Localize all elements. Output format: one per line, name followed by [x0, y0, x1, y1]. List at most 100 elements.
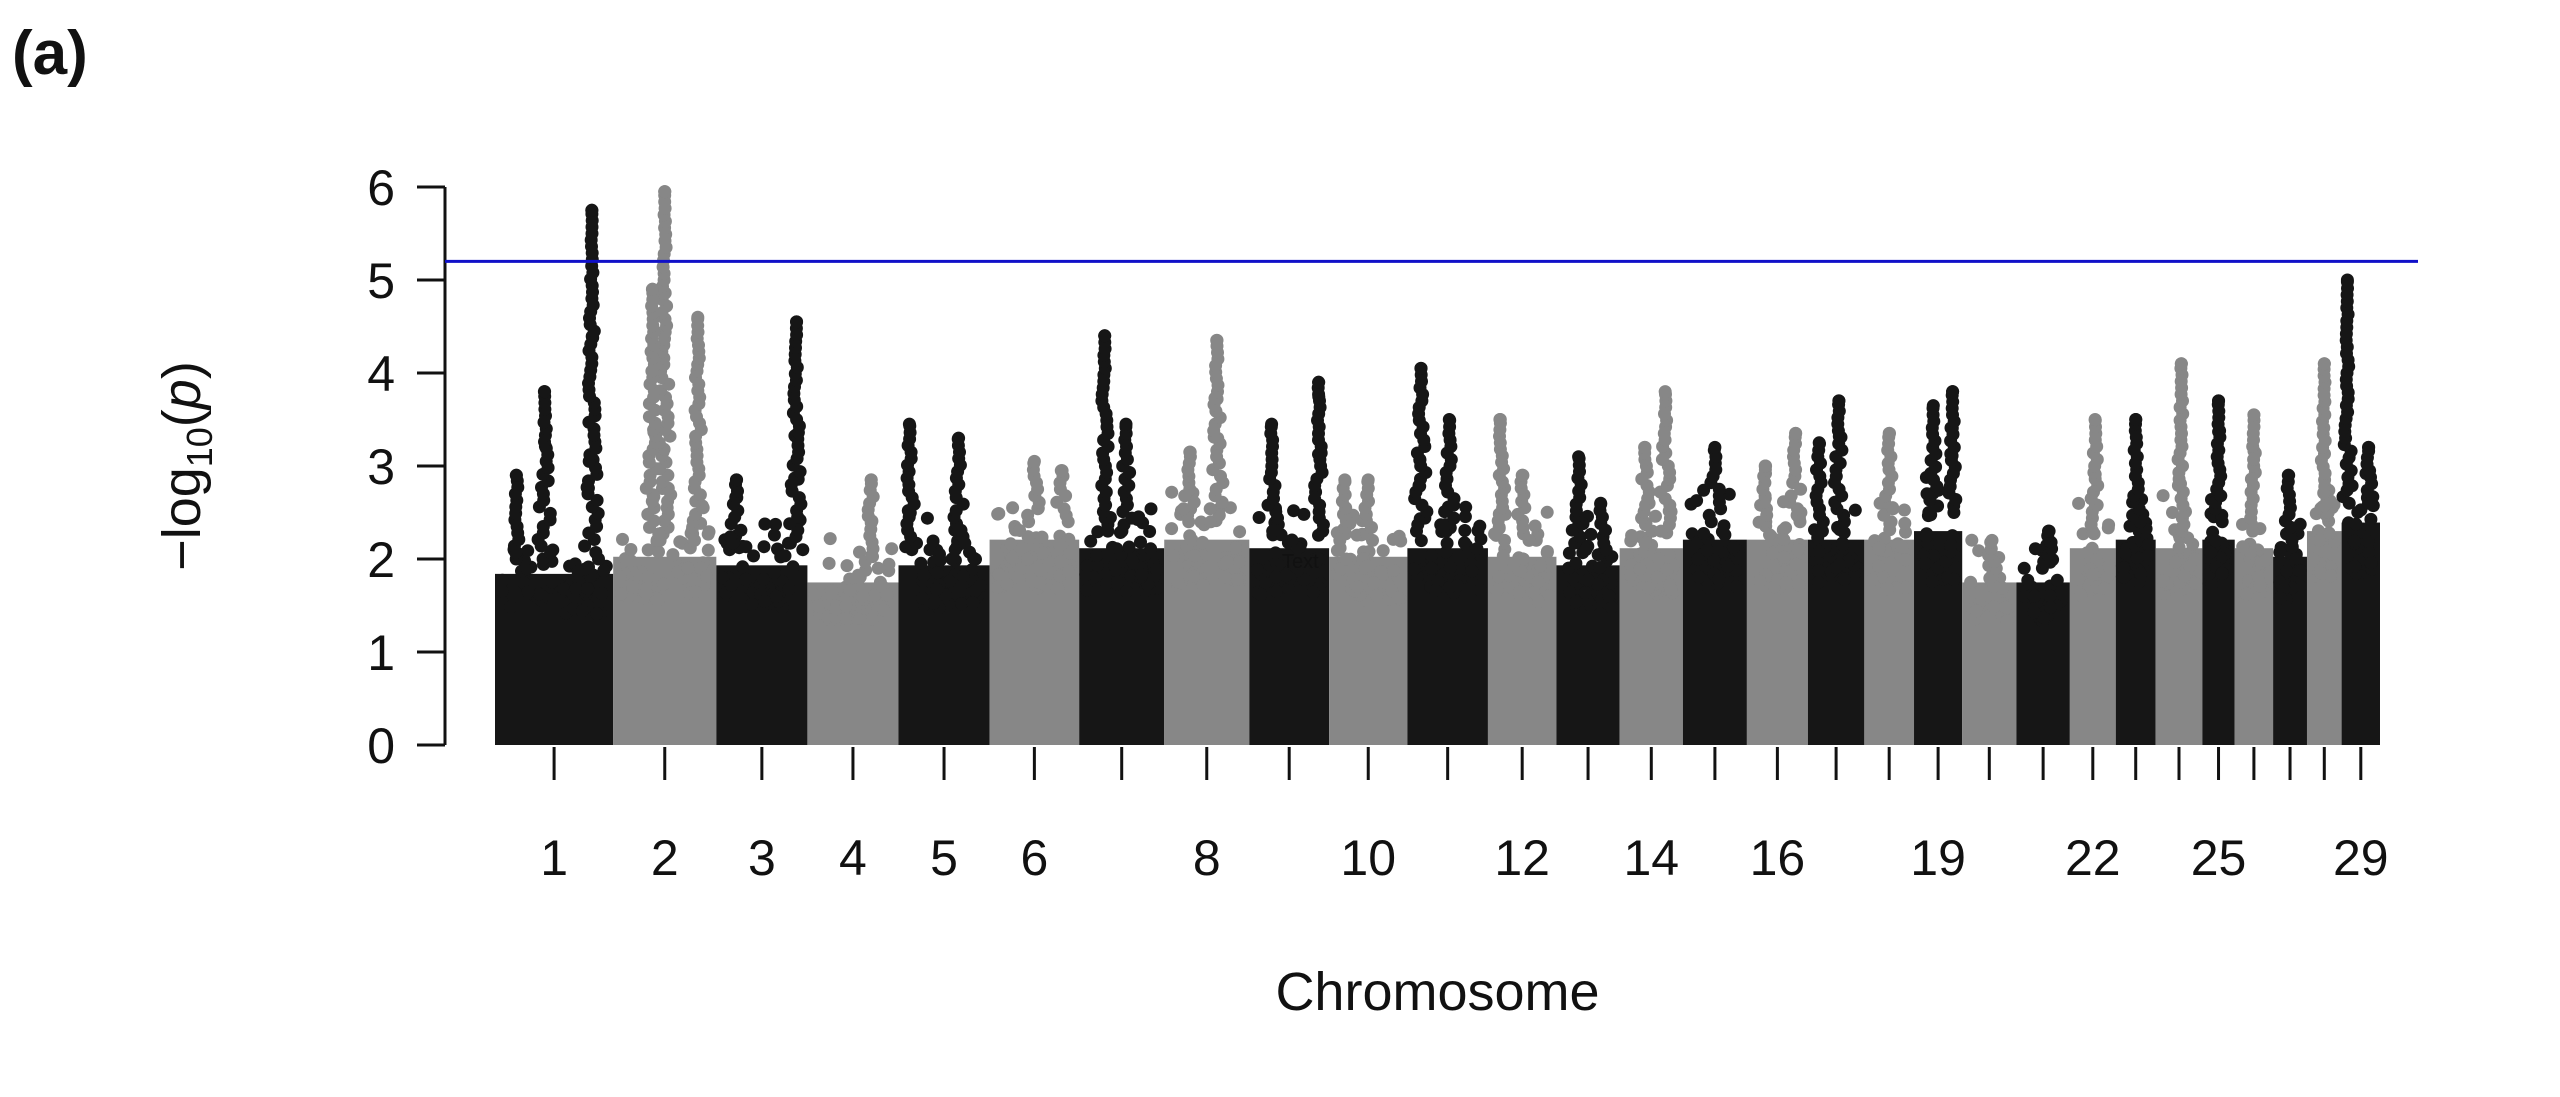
chromosome-5-points	[898, 417, 990, 745]
snp-point	[543, 506, 557, 520]
snp-point	[2169, 555, 2183, 569]
snp-point	[495, 584, 509, 598]
snp-point	[2071, 572, 2085, 586]
snp-point	[666, 548, 680, 562]
snp-point	[2312, 533, 2326, 547]
snp-point	[1361, 559, 1374, 573]
snp-point	[701, 527, 715, 541]
chromosome-3-points	[716, 315, 810, 745]
snp-point	[2314, 566, 2328, 580]
snp-point	[578, 539, 592, 553]
snp-point	[1865, 573, 1879, 587]
snp-point	[2028, 542, 2042, 556]
x-tick-label: 6	[1020, 830, 1048, 886]
snp-point	[1877, 508, 1891, 522]
snp-point	[1269, 584, 1283, 598]
snp-point	[1425, 561, 1438, 575]
snp-point	[1625, 529, 1639, 542]
snp-point	[1722, 487, 1736, 501]
snp-point	[880, 588, 894, 602]
snp-point	[1789, 557, 1803, 571]
snp-point	[1021, 508, 1035, 522]
snp-point	[1638, 536, 1652, 550]
snp-point	[1837, 526, 1851, 540]
snp-point	[1490, 584, 1504, 598]
snp-point	[865, 612, 879, 626]
snp-point	[1566, 571, 1580, 585]
chromosome-28-points	[2306, 357, 2342, 745]
snp-point	[882, 557, 896, 571]
snp-point	[747, 549, 760, 563]
snp-point	[853, 612, 867, 625]
y-axis-title-subscript: 10	[179, 427, 220, 467]
peak-point	[509, 468, 523, 482]
snp-point	[1212, 508, 1226, 522]
peak-point	[2362, 440, 2375, 454]
snp-point	[1000, 577, 1014, 591]
snp-point	[1965, 533, 1979, 547]
snp-point	[2349, 517, 2363, 531]
snp-point	[1702, 508, 1716, 522]
snp-point	[2348, 560, 2362, 573]
snp-point	[1534, 559, 1547, 573]
snp-point	[948, 543, 962, 557]
peak-point	[2340, 273, 2354, 287]
peak-point	[1493, 413, 1507, 426]
snp-point	[1334, 562, 1348, 576]
peak-point	[1638, 440, 1652, 454]
snp-point	[778, 549, 792, 563]
snp-point	[590, 607, 604, 621]
snp-point	[1196, 578, 1210, 592]
snp-point	[616, 532, 629, 546]
snp-point	[1351, 580, 1365, 594]
panel-label: (a)	[12, 19, 88, 88]
snp-point	[1306, 585, 1320, 599]
snp-point	[2189, 577, 2203, 590]
snp-point	[1897, 503, 1911, 517]
peak-point	[1789, 426, 1803, 440]
snp-point	[917, 568, 931, 582]
snp-point	[871, 561, 885, 575]
chromosome-13-points	[1556, 450, 1620, 745]
chromosome-22-points	[2069, 413, 2116, 745]
x-tick-label: 25	[2191, 830, 2247, 886]
snp-point	[1721, 559, 1735, 573]
snp-point	[2293, 564, 2307, 578]
snp-point	[1287, 504, 1301, 518]
snp-point	[1975, 583, 1989, 597]
snp-point	[1792, 578, 1806, 592]
snp-point	[1660, 563, 1674, 577]
snp-point	[1387, 564, 1401, 577]
chromosome-11-points	[1407, 361, 1488, 745]
peak-point	[2174, 357, 2188, 371]
peak-point	[1210, 333, 1224, 347]
snp-point	[701, 543, 715, 557]
snp-point	[1848, 503, 1862, 517]
snp-point	[1837, 572, 1851, 586]
snp-point	[1150, 562, 1164, 576]
snp-point	[1927, 549, 1940, 563]
snp-point	[1135, 568, 1149, 582]
snp-point	[624, 543, 638, 556]
snp-point	[1369, 589, 1383, 603]
snp-point	[2100, 570, 2114, 584]
snp-point	[1727, 540, 1741, 554]
snp-point	[626, 580, 640, 594]
snp-point	[1812, 545, 1826, 559]
x-tick-label: 5	[930, 830, 958, 886]
snp-point	[1649, 509, 1662, 523]
snp-point	[2017, 561, 2031, 575]
snp-point	[1899, 580, 1912, 594]
snp-point	[1250, 563, 1264, 577]
snp-point	[782, 582, 796, 596]
snp-point	[639, 586, 653, 600]
x-axis-title: Chromosome	[1275, 962, 1599, 1022]
snp-point	[1540, 505, 1554, 519]
snp-point	[1872, 559, 1886, 573]
snp-point	[2027, 605, 2041, 619]
snp-point	[1125, 511, 1139, 525]
snp-point	[967, 551, 981, 565]
snp-point	[1339, 552, 1353, 566]
snp-point	[1492, 570, 1506, 584]
